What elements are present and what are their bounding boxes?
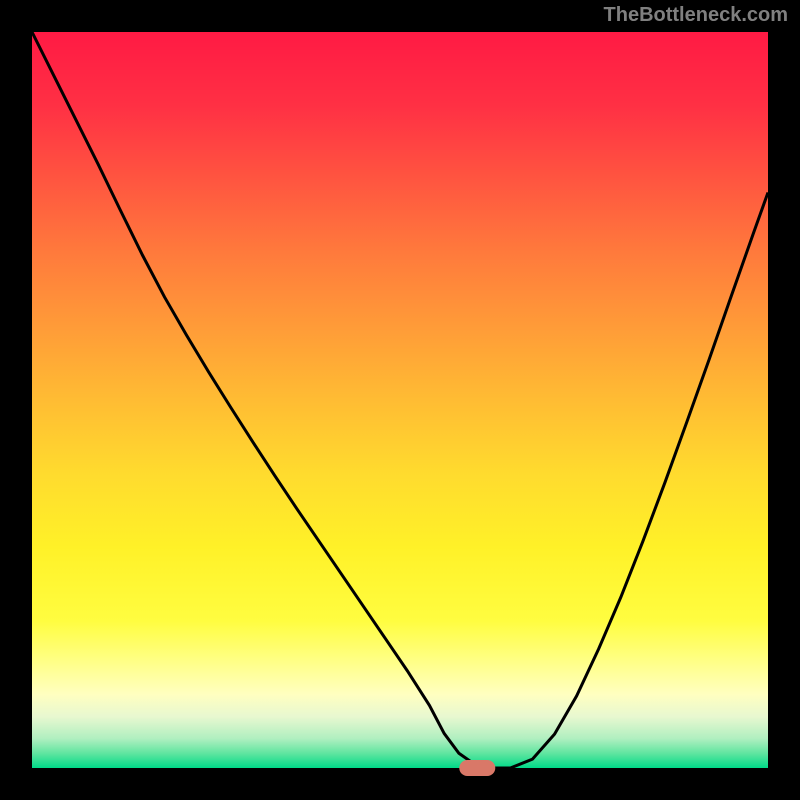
optimal-marker xyxy=(459,760,495,776)
chart-container: TheBottleneck.com xyxy=(0,0,800,800)
bottleneck-chart xyxy=(0,0,800,800)
watermark-text: TheBottleneck.com xyxy=(604,4,788,27)
